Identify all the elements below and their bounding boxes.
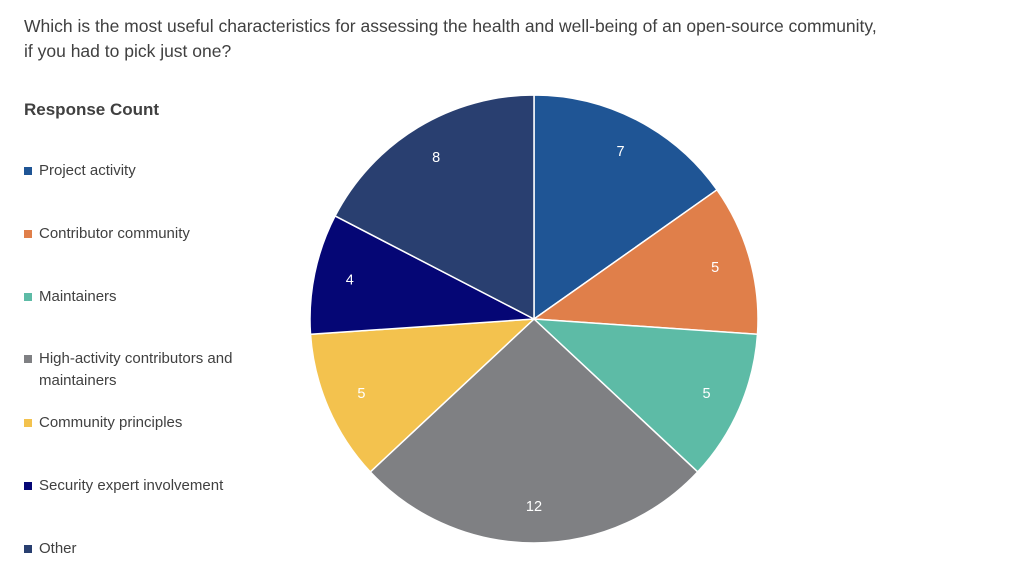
legend-label: Maintainers xyxy=(39,288,117,305)
pie-slice xyxy=(531,318,759,473)
slice-value-label: 5 xyxy=(711,260,719,276)
legend-item: Contributor community xyxy=(24,223,284,245)
legend-item: Security expert involvement xyxy=(24,475,284,497)
legend-swatch xyxy=(24,167,32,175)
chart-question-title: Which is the most useful characteristics… xyxy=(24,16,877,61)
legend-label: High-activity contributors and maintaine… xyxy=(39,350,233,389)
legend-label: Security expert involvement xyxy=(39,477,224,494)
legend-swatch xyxy=(24,482,32,490)
pie-slice xyxy=(533,94,719,321)
legend-item: Maintainers xyxy=(24,286,284,308)
slice-value-label: 12 xyxy=(526,499,542,515)
legend-label: Other xyxy=(39,540,77,557)
legend-label: Contributor community xyxy=(39,225,190,242)
slice-value-label: 7 xyxy=(617,144,625,160)
legend-label: Community principles xyxy=(39,414,183,431)
pie-slice xyxy=(334,94,535,321)
legend-item: High-activity contributors and maintaine… xyxy=(24,348,284,392)
legend-swatch xyxy=(24,419,32,427)
slice-value-label: 5 xyxy=(703,386,711,402)
legend-swatch xyxy=(24,355,32,363)
legend-label: Project activity xyxy=(39,162,136,179)
legend-item: Other xyxy=(24,538,284,560)
legend-title: Response Count xyxy=(24,100,160,119)
pie-slice xyxy=(531,188,759,336)
legend-item: Project activity xyxy=(24,160,284,182)
slice-value-label: 8 xyxy=(432,150,440,166)
legend-swatch xyxy=(24,230,32,238)
legend-swatch xyxy=(24,293,32,301)
pie-slice xyxy=(309,214,537,336)
slice-value-label: 5 xyxy=(357,386,365,402)
pie-slice xyxy=(309,318,537,473)
legend-item: Community principles xyxy=(24,412,284,434)
slice-value-label: 4 xyxy=(346,273,354,289)
pie-slice xyxy=(369,317,699,544)
legend-swatch xyxy=(24,545,32,553)
